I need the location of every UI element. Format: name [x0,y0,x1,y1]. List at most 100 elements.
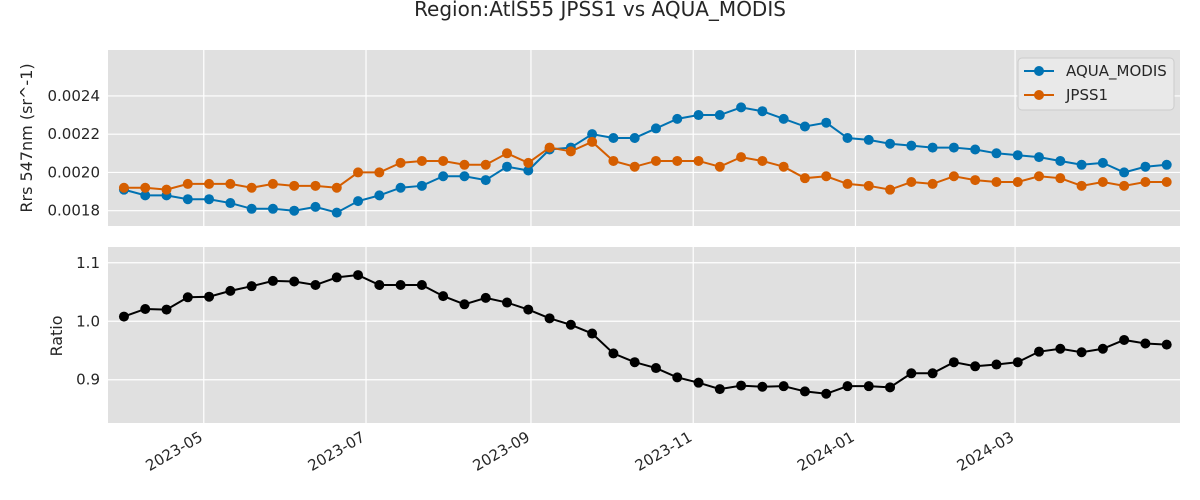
data-point [1034,171,1045,182]
legend-label-jpss1: JPSS1 [1065,86,1108,104]
data-point [353,167,364,178]
data-point [714,161,725,172]
bottom-y-axis-label: Ratio [47,315,66,356]
data-point [246,203,257,214]
bottom-panel: 0.91.01.1 2023-05 2023-07 2023-09 2023-11 20… [47,247,1180,475]
data-point [885,184,896,195]
x-tick-label: 2024-01 [794,428,857,475]
data-point [587,129,598,140]
data-point [459,171,470,182]
data-point [1076,180,1087,191]
data-point [140,190,151,201]
top-y-tick-labels: 0.0018 0.0020 0.0022 0.0024 [48,87,101,220]
data-point [799,121,810,132]
series-jpss1 [118,136,1172,195]
data-point [502,161,513,172]
data-point [927,142,938,153]
data-point [842,133,853,143]
data-point [374,167,385,178]
data-point [842,178,853,189]
top-grid [108,50,1180,226]
data-point [331,182,342,193]
data-point [608,348,619,359]
data-point [395,157,406,168]
data-point [1034,152,1045,163]
data-point [587,328,598,339]
data-point [182,178,193,189]
legend-label-aqua-modis: AQUA_MODIS [1066,62,1167,81]
data-point [629,357,640,368]
legend: AQUA_MODIS JPSS1 [1017,57,1175,111]
data-point [1055,343,1066,354]
data-point [225,285,236,296]
figure-title: Region:AtlS55 JPSS1 vs AQUA_MODIS [414,0,786,21]
data-point [970,144,981,155]
data-point [523,304,534,315]
bottom-y-tick-label: 1.1 [76,254,100,272]
data-point [608,133,619,143]
data-point [821,171,832,182]
data-point [1055,155,1066,166]
data-point [821,117,832,128]
data-point [970,175,981,186]
data-point [502,297,513,308]
data-point [374,280,385,291]
legend-marker-aqua-modis [1034,66,1044,76]
data-point [991,177,1002,187]
data-point [204,194,215,205]
data-point [1055,173,1066,184]
data-point [906,177,917,187]
data-point [118,182,129,193]
data-point [246,281,257,292]
data-point [736,102,747,113]
data-point [353,196,364,207]
data-point [693,110,704,121]
data-point [757,155,768,166]
data-point [1076,347,1087,358]
data-point [544,313,555,324]
data-point [650,363,661,374]
data-point [310,280,321,291]
data-point [736,380,747,391]
x-tick-label: 2023-11 [632,428,695,475]
data-point [693,377,704,388]
data-point [182,292,193,303]
data-point [799,386,810,397]
data-point [118,311,129,322]
data-point [714,110,725,121]
data-point [395,182,406,193]
data-point [991,359,1002,370]
data-point [1161,339,1172,350]
data-point [289,205,300,216]
data-point [502,148,513,159]
data-point [140,303,151,314]
data-point [1140,177,1151,187]
series-aqua-modis [118,102,1172,218]
data-point [1140,161,1151,172]
data-point [565,146,576,157]
data-point [1076,159,1087,170]
data-point [778,113,789,124]
data-point [948,171,959,182]
data-point [587,136,598,147]
data-point [544,142,555,153]
top-y-tick-label: 0.0018 [48,202,101,220]
data-point [608,155,619,166]
top-series [118,102,1172,218]
data-point [1097,343,1108,354]
data-point [629,161,640,172]
data-point [778,161,789,172]
data-point [140,182,151,193]
data-point [906,368,917,379]
data-point [204,291,215,302]
data-point [736,152,747,163]
data-point [863,381,874,392]
data-point [927,178,938,189]
data-point [714,384,725,395]
data-point [1119,334,1130,345]
data-point [204,178,215,189]
data-point [1097,157,1108,168]
data-point [267,275,278,286]
data-point [161,184,172,195]
legend-box [1017,57,1175,111]
